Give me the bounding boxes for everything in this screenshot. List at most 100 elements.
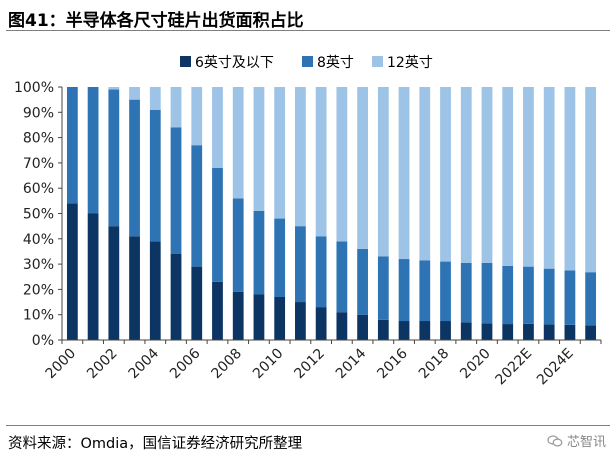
bar-segment	[460, 262, 472, 323]
bar-segment	[502, 87, 514, 266]
bar-segment	[170, 127, 182, 254]
bar-segment	[232, 87, 244, 199]
y-tick-label: 40%	[23, 232, 54, 248]
title-divider	[6, 30, 610, 31]
bar-segment	[502, 324, 514, 340]
bar-segment	[66, 87, 78, 204]
y-tick-label: 10%	[23, 308, 54, 324]
y-tick-label: 70%	[23, 156, 54, 172]
bar-segment	[149, 241, 161, 340]
bar-segment	[377, 256, 389, 320]
bar-segment	[212, 87, 223, 168]
stacked-bar-chart: 0% 10% 20% 30% 40% 50% 60% 70% 80% 90% 100% 2000 200…	[14, 54, 602, 389]
x-tick-label: 2008	[209, 346, 246, 383]
bar-segment	[170, 253, 182, 340]
bar-segment	[523, 323, 534, 340]
bar-segment	[336, 312, 348, 340]
bar-segment	[191, 145, 203, 267]
y-tick-label: 20%	[23, 282, 54, 298]
x-tick-label: 2006	[167, 345, 204, 382]
bar-segment	[585, 87, 597, 273]
bar-segment	[253, 294, 265, 340]
bar-segment	[357, 248, 368, 315]
bar-segment	[481, 87, 493, 263]
chart-title: 图41：半导体各尺寸硅片出货面积占比	[8, 11, 304, 31]
bar-segment	[440, 321, 451, 340]
y-tick-label: 80%	[23, 131, 54, 147]
bar-segment	[564, 270, 576, 325]
legend-swatch	[302, 56, 313, 67]
bar-segment	[585, 325, 597, 340]
bar-segment	[295, 87, 306, 227]
bar-segment	[523, 87, 534, 267]
y-tick-label: 30%	[23, 257, 54, 273]
bar-segment	[377, 87, 389, 257]
bar-segment	[377, 319, 389, 340]
bar-segment	[543, 87, 555, 269]
bar-segment	[502, 265, 514, 325]
x-tick-label: 2000	[43, 346, 80, 383]
watermark-text: 芯智讯	[566, 435, 606, 450]
bar-segment	[315, 87, 327, 237]
source-note: 资料来源：Omdia，国信证券经济研究所整理	[8, 436, 303, 452]
legend-label: 6英寸及以下	[195, 54, 274, 71]
wechat-icon	[547, 434, 563, 447]
bar-segment	[398, 87, 410, 260]
x-tick-label: 2018	[416, 346, 453, 383]
bar-segment	[315, 307, 327, 340]
bar-segment	[108, 89, 120, 227]
x-tick-label: 2024E	[534, 346, 577, 389]
y-tick-label: 90%	[23, 105, 54, 121]
bar-segment	[212, 281, 223, 340]
y-tick-label: 0%	[32, 333, 54, 349]
y-tick-label: 60%	[23, 181, 54, 197]
legend-label: 12英寸	[387, 54, 433, 71]
bar-segment	[274, 87, 286, 219]
bar-segment	[129, 87, 140, 100]
bar-segment	[585, 272, 597, 326]
bar-segment	[274, 218, 286, 297]
legend-swatch	[180, 56, 191, 67]
bar-segment	[232, 291, 244, 340]
bar-segment	[460, 87, 472, 263]
bar-segment	[108, 87, 120, 90]
bar-segment	[398, 259, 410, 322]
bar-segment	[543, 324, 555, 340]
x-tick-label: 2016	[374, 345, 411, 382]
bar-segment	[357, 87, 368, 249]
legend-label: 8英寸	[317, 54, 354, 71]
bar-segment	[129, 99, 140, 237]
bar-segment	[149, 109, 161, 242]
watermark: 芯智讯	[547, 431, 606, 450]
bar-segment	[419, 321, 431, 340]
bar-segment	[419, 260, 431, 322]
bar-segment	[253, 87, 265, 211]
x-tick-label: 2010	[250, 346, 287, 383]
x-tick-label: 2012	[291, 346, 328, 383]
bar-segment	[129, 236, 140, 340]
bar-segment	[191, 266, 203, 340]
bar-segment	[87, 213, 99, 340]
bar-segment	[481, 323, 493, 340]
bar-segment	[66, 203, 78, 340]
y-tick-label: 50%	[23, 207, 54, 223]
x-tick-label: 2004	[126, 345, 163, 382]
bar-segment	[543, 268, 555, 325]
bar-segment	[336, 241, 348, 313]
bar-segment	[149, 87, 161, 110]
bar-segment	[295, 302, 306, 340]
bar-segment	[419, 87, 431, 261]
bar-segment	[108, 226, 120, 340]
bar-segment	[460, 322, 472, 340]
bar-segment	[274, 296, 286, 340]
x-tick-label: 2020	[457, 346, 494, 383]
x-tick-label: 2014	[333, 345, 370, 382]
y-tick-label: 100%	[14, 80, 54, 96]
bar-segment	[253, 210, 265, 295]
bar-segment	[398, 321, 410, 340]
bar-segment	[87, 87, 99, 214]
bar-segment	[336, 87, 348, 242]
bar-segment	[212, 167, 223, 282]
source-divider	[6, 425, 610, 426]
bar-segment	[315, 236, 327, 308]
